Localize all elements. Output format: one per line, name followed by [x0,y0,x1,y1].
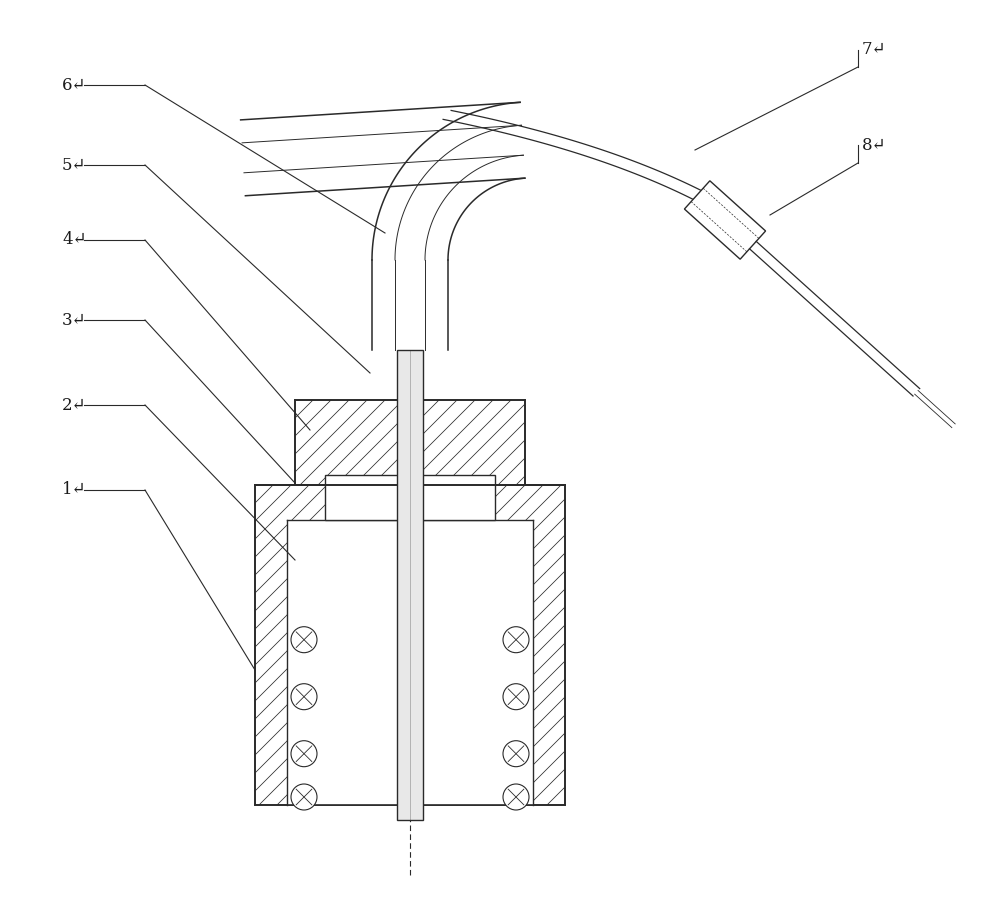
Text: 3↵: 3↵ [62,311,87,329]
Circle shape [503,784,529,810]
Bar [325,475,495,520]
Circle shape [503,740,529,767]
Circle shape [503,626,529,653]
Bar [255,485,565,805]
Text: 8↵: 8↵ [862,137,886,154]
Text: 5↵: 5↵ [62,157,86,174]
Text: 4↵: 4↵ [62,232,87,249]
Polygon shape [684,181,766,259]
Bar [287,520,533,805]
Circle shape [291,740,317,767]
Text: 1↵: 1↵ [62,481,87,499]
Bar [397,350,423,820]
Circle shape [503,683,529,710]
Text: 6↵: 6↵ [62,77,86,93]
Text: 7↵: 7↵ [862,42,886,59]
Text: 2↵: 2↵ [62,396,87,414]
Bar [295,400,525,485]
Circle shape [291,683,317,710]
Circle shape [291,626,317,653]
Circle shape [291,784,317,810]
